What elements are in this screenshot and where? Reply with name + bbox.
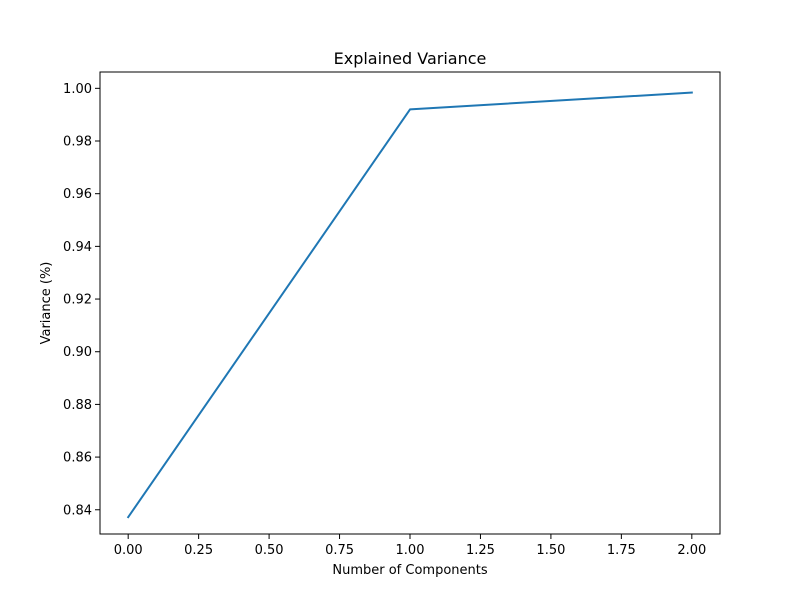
y-axis-label: Variance (%) bbox=[39, 262, 54, 345]
x-tick-label: 1.75 bbox=[607, 543, 636, 558]
y-tick-label: 0.94 bbox=[63, 240, 92, 255]
x-tick-label: 0.75 bbox=[325, 543, 354, 558]
x-tick-label: 2.00 bbox=[677, 543, 706, 558]
y-axis-ticks: 0.84 0.86 0.88 0.90 0.92 0.94 0.96 0.98 1.00 bbox=[63, 82, 100, 518]
x-tick-label: 0.25 bbox=[184, 543, 213, 558]
y-tick-label: 0.92 bbox=[63, 293, 92, 308]
y-tick-label: 0.96 bbox=[63, 187, 92, 202]
plot-frame bbox=[99, 71, 721, 535]
series-layer bbox=[126, 91, 693, 519]
y-tick-label: 0.86 bbox=[63, 451, 92, 466]
x-tick-label: 0.00 bbox=[114, 543, 143, 558]
y-tick-label: 0.98 bbox=[63, 135, 92, 150]
x-tick-label: 1.50 bbox=[536, 543, 565, 558]
x-axis-label: Number of Components bbox=[332, 563, 487, 578]
x-axis-ticks: 0.00 0.25 0.50 0.75 1.00 1.25 1.50 1.75 2.00 bbox=[114, 534, 706, 558]
y-tick-label: 0.88 bbox=[63, 398, 92, 413]
y-tick-label: 1.00 bbox=[63, 82, 92, 97]
series-line bbox=[126, 91, 693, 519]
chart-title: Explained Variance bbox=[334, 49, 487, 68]
x-tick-label: 1.00 bbox=[396, 543, 425, 558]
y-tick-label: 0.90 bbox=[63, 345, 92, 360]
y-tick-label: 0.84 bbox=[63, 503, 92, 518]
x-tick-label: 1.25 bbox=[466, 543, 495, 558]
x-tick-label: 0.50 bbox=[255, 543, 284, 558]
